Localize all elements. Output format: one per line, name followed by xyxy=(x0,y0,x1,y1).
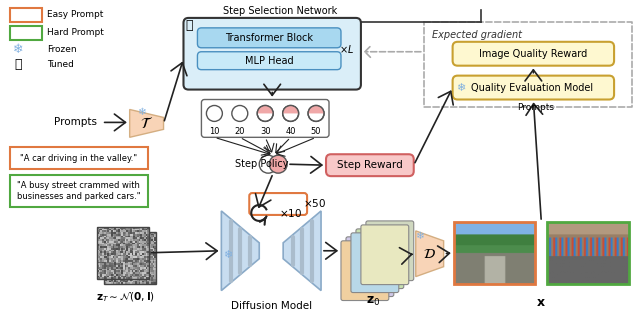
Text: 40: 40 xyxy=(285,127,296,136)
Text: Prompts: Prompts xyxy=(517,104,554,112)
Text: ❄: ❄ xyxy=(137,107,146,117)
Wedge shape xyxy=(283,105,299,113)
Text: ❄: ❄ xyxy=(223,250,232,260)
Text: Diffusion Model: Diffusion Model xyxy=(230,300,312,310)
Text: ❄: ❄ xyxy=(13,43,23,56)
Text: Prompts: Prompts xyxy=(54,117,97,127)
Circle shape xyxy=(308,105,324,121)
Text: Image Quality Reward: Image Quality Reward xyxy=(479,49,588,59)
Text: 🔥: 🔥 xyxy=(186,19,193,32)
FancyBboxPatch shape xyxy=(326,154,413,176)
FancyBboxPatch shape xyxy=(346,237,394,296)
Text: $\mathcal{D}$: $\mathcal{D}$ xyxy=(423,247,436,261)
FancyBboxPatch shape xyxy=(202,100,329,137)
Bar xyxy=(10,175,148,207)
Text: $\mathbf{z}_0$: $\mathbf{z}_0$ xyxy=(365,295,380,308)
Text: 20: 20 xyxy=(234,127,245,136)
Polygon shape xyxy=(130,110,164,137)
Text: Step Policy: Step Policy xyxy=(236,159,289,169)
Text: 🔥: 🔥 xyxy=(14,58,22,71)
Text: Expected gradient: Expected gradient xyxy=(431,30,522,40)
Text: "A car driving in the valley.": "A car driving in the valley." xyxy=(20,154,138,163)
Text: "A busy street crammed with
businesses and parked cars.": "A busy street crammed with businesses a… xyxy=(17,181,141,201)
FancyBboxPatch shape xyxy=(351,233,399,293)
Text: Quality Evaluation Model: Quality Evaluation Model xyxy=(470,83,593,93)
Wedge shape xyxy=(257,105,273,113)
Circle shape xyxy=(283,105,299,121)
Text: Step Reward: Step Reward xyxy=(337,160,403,170)
Text: $\mathcal{T}$: $\mathcal{T}$ xyxy=(140,116,153,131)
FancyBboxPatch shape xyxy=(452,76,614,100)
Polygon shape xyxy=(283,211,321,290)
Text: 10: 10 xyxy=(209,127,220,136)
Bar xyxy=(97,227,148,279)
Text: $\mathbf{z}_T \sim \mathcal{N}(\mathbf{0}, \mathbf{I})$: $\mathbf{z}_T \sim \mathcal{N}(\mathbf{0… xyxy=(96,290,156,304)
Text: 50: 50 xyxy=(311,127,321,136)
Text: Hard Prompt: Hard Prompt xyxy=(47,28,104,37)
FancyBboxPatch shape xyxy=(249,193,307,215)
Text: $\mathbf{x}$: $\mathbf{x}$ xyxy=(536,295,547,309)
Text: Easy Prompt: Easy Prompt xyxy=(47,10,103,19)
Text: ❄: ❄ xyxy=(415,231,424,241)
Text: Step Selection Network: Step Selection Network xyxy=(223,6,337,16)
Bar xyxy=(10,26,42,40)
Circle shape xyxy=(257,105,273,121)
Bar xyxy=(104,232,156,284)
Circle shape xyxy=(259,155,277,173)
Text: Tuned: Tuned xyxy=(47,60,74,69)
FancyBboxPatch shape xyxy=(341,241,389,300)
FancyBboxPatch shape xyxy=(356,229,404,289)
Text: MLP Head: MLP Head xyxy=(245,56,294,66)
Circle shape xyxy=(269,155,287,173)
FancyBboxPatch shape xyxy=(184,18,361,90)
Circle shape xyxy=(207,105,222,121)
Text: $\times$10: $\times$10 xyxy=(279,207,302,219)
Polygon shape xyxy=(416,231,444,277)
Bar xyxy=(547,222,629,284)
FancyBboxPatch shape xyxy=(452,42,614,66)
Text: ❄: ❄ xyxy=(456,83,465,93)
FancyBboxPatch shape xyxy=(197,52,341,70)
Text: $\times$50: $\times$50 xyxy=(303,197,326,209)
Text: $\times L$: $\times L$ xyxy=(339,43,355,55)
FancyBboxPatch shape xyxy=(361,225,409,285)
Bar xyxy=(10,147,148,169)
Wedge shape xyxy=(308,105,324,113)
Text: Transformer Block: Transformer Block xyxy=(225,33,313,43)
Circle shape xyxy=(232,105,248,121)
FancyBboxPatch shape xyxy=(366,221,413,281)
Polygon shape xyxy=(221,211,259,290)
FancyBboxPatch shape xyxy=(197,28,341,48)
Bar xyxy=(454,222,535,284)
Bar xyxy=(10,8,42,22)
Text: Frozen: Frozen xyxy=(47,45,77,54)
Text: 30: 30 xyxy=(260,127,271,136)
